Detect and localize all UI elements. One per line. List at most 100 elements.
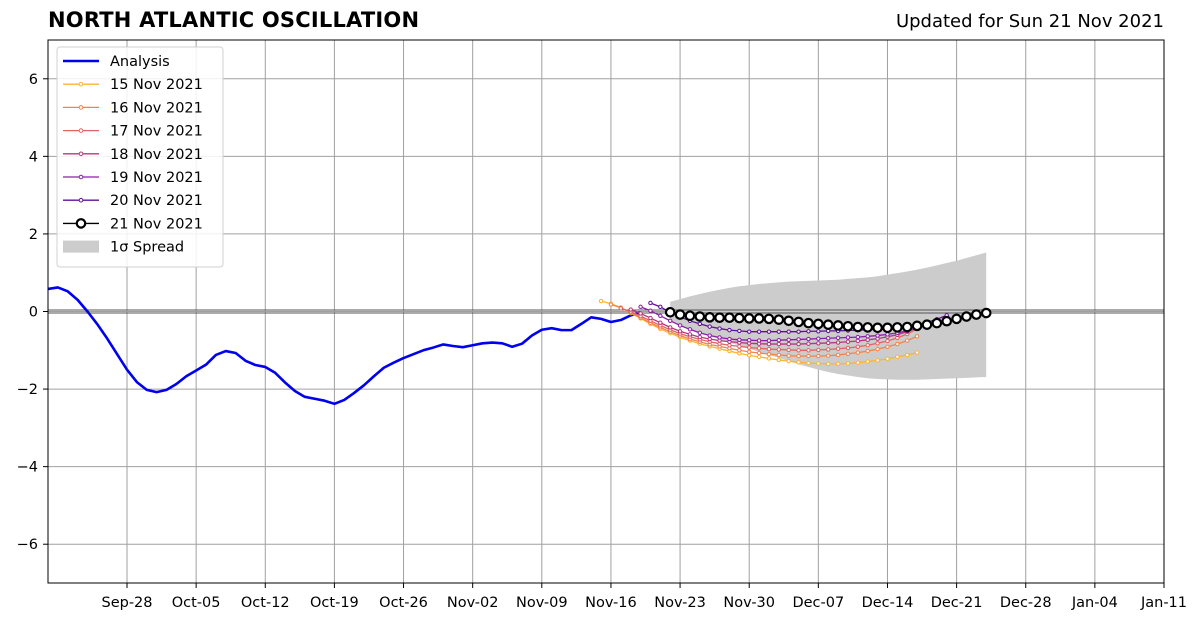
- forecast-point: [816, 347, 821, 353]
- forecast-point: [806, 348, 811, 353]
- forecast-point: [885, 338, 890, 344]
- plot-area: [48, 252, 1164, 406]
- legend-item: 15 Nov 2021: [63, 77, 203, 93]
- forecast-point: [865, 334, 870, 339]
- legend-item: 17 Nov 2021: [63, 124, 203, 140]
- current-forecast-point: [931, 317, 943, 329]
- forecast-point: [786, 337, 791, 343]
- current-forecast-point: [694, 311, 706, 322]
- forecast-point: [875, 333, 880, 338]
- x-tick-label: Jan-04: [1071, 595, 1118, 611]
- legend-label: 1σ Spread: [110, 240, 184, 256]
- analysis-line: [48, 286, 641, 406]
- x-tick-label: Dec-07: [792, 595, 844, 611]
- forecast-point: [737, 348, 742, 353]
- current-forecast-point: [783, 315, 795, 327]
- forecast-point: [776, 352, 782, 358]
- forecast-point: [648, 300, 653, 306]
- legend-marker: [78, 128, 84, 133]
- forecast-point: [756, 329, 762, 334]
- x-tick-label: Oct-05: [172, 595, 221, 611]
- forecast-point: [766, 329, 772, 334]
- current-forecast-point: [872, 322, 883, 334]
- y-tick-label: 6: [29, 72, 38, 88]
- current-forecast-point: [980, 307, 992, 319]
- forecast-point: [875, 358, 880, 363]
- x-tick-label: Nov-16: [585, 595, 637, 611]
- current-forecast-point: [862, 322, 874, 333]
- legend-label: 20 Nov 2021: [110, 193, 203, 209]
- forecast-point: [766, 346, 772, 352]
- forecast-point: [835, 346, 841, 351]
- legend-label: Analysis: [110, 54, 170, 70]
- chart-title: NORTH ATLANTIC OSCILLATION: [48, 8, 420, 32]
- forecast-point: [717, 326, 722, 331]
- current-forecast-point: [921, 319, 933, 330]
- forecast-point: [776, 329, 782, 334]
- forecast-point: [806, 360, 811, 366]
- forecast-point: [737, 337, 742, 343]
- legend-item: 1σ Spread: [63, 240, 184, 256]
- current-forecast-point: [724, 312, 735, 324]
- forecast-point: [786, 353, 791, 358]
- forecast-point: [796, 353, 801, 359]
- forecast-point: [737, 328, 742, 334]
- forecast-point: [608, 302, 614, 307]
- x-tick-label: Oct-12: [241, 595, 290, 611]
- forecast-point: [835, 335, 841, 341]
- forecast-point: [677, 323, 683, 328]
- forecast-point: [845, 345, 851, 351]
- forecast-point: [766, 351, 772, 357]
- forecast-point: [786, 329, 791, 334]
- legend-item: Analysis: [63, 54, 170, 70]
- forecast-point: [806, 341, 811, 346]
- legend-label: 15 Nov 2021: [110, 77, 203, 93]
- y-tick-label: −2: [17, 382, 38, 398]
- forecast-point: [727, 336, 732, 342]
- forecast-point: [707, 333, 712, 338]
- forecast-point: [855, 350, 861, 355]
- forecast-point: [835, 352, 841, 358]
- forecast-point: [776, 357, 782, 363]
- forecast-point: [806, 353, 811, 359]
- forecast-point: [707, 324, 712, 329]
- legend-marker: [78, 105, 84, 110]
- forecast-point: [835, 340, 841, 345]
- current-forecast-point: [852, 321, 864, 333]
- forecast-point: [737, 344, 742, 349]
- series-21-nov-2021: [664, 306, 992, 334]
- forecast-point: [875, 341, 880, 346]
- forecast-point: [658, 320, 663, 325]
- forecast-point: [766, 338, 772, 343]
- forecast-point: [816, 329, 821, 334]
- forecast-point: [638, 311, 643, 316]
- x-axis: Sep-28 Oct-05 Oct-12 Oct-19 Oct-26 Nov-02 Nov-…: [102, 583, 1187, 611]
- forecast-point: [687, 332, 693, 337]
- current-forecast-point: [941, 315, 953, 327]
- forecast-point: [796, 337, 801, 342]
- forecast-point: [697, 334, 703, 340]
- legend-item: 16 Nov 2021: [63, 100, 203, 116]
- x-tick-label: Dec-28: [1000, 595, 1052, 611]
- forecast-point: [727, 327, 732, 333]
- current-forecast-point: [882, 322, 893, 334]
- forecast-point: [786, 341, 791, 347]
- forecast-point: [855, 360, 861, 365]
- forecast-point: [826, 353, 831, 358]
- forecast-point: [845, 339, 851, 344]
- x-tick-label: Nov-02: [447, 595, 499, 611]
- current-forecast-point: [813, 318, 824, 330]
- forecast-point: [677, 329, 683, 334]
- legend-item: 21 Nov 2021: [63, 216, 203, 232]
- x-tick-label: Jan-11: [1140, 595, 1187, 611]
- legend-swatch: [63, 240, 99, 253]
- forecast-point: [667, 325, 673, 330]
- forecast-point: [628, 307, 633, 312]
- forecast-point: [826, 361, 831, 367]
- forecast-point: [776, 338, 782, 343]
- legend-marker: [78, 151, 84, 157]
- x-tick-label: Oct-19: [310, 595, 359, 611]
- forecast-point: [826, 347, 831, 352]
- forecast-point: [845, 361, 851, 366]
- forecast-point: [598, 298, 604, 304]
